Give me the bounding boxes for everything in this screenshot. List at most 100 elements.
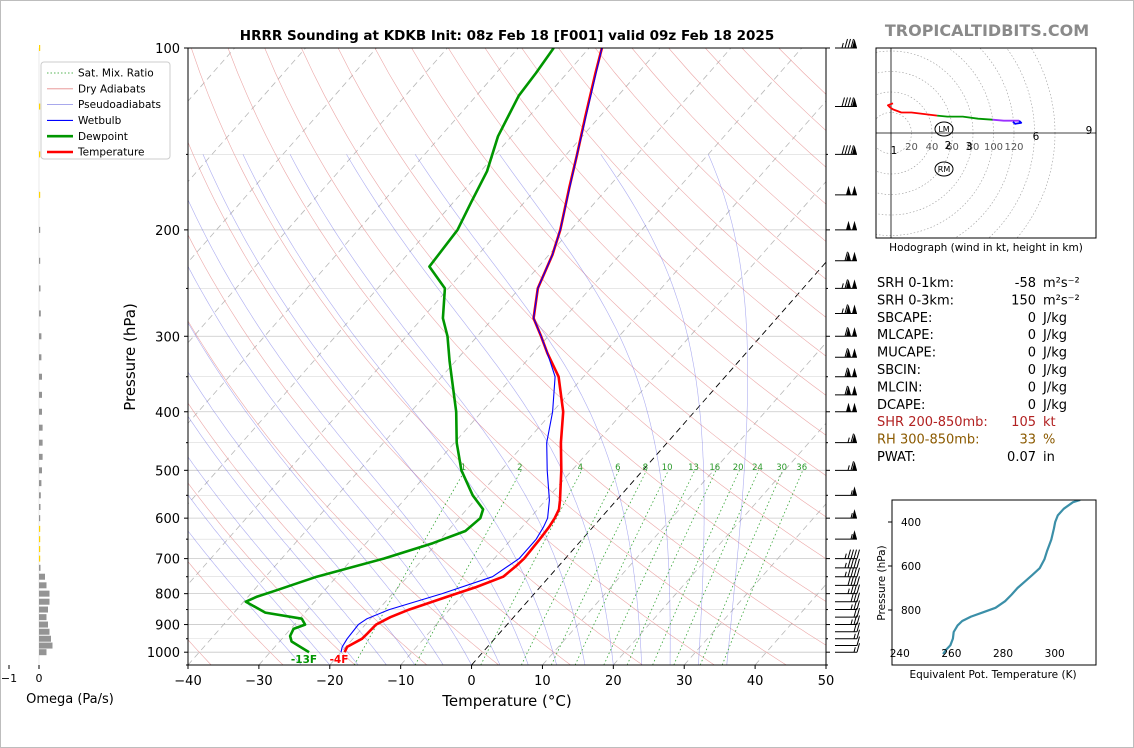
omega-bar	[39, 546, 41, 553]
pseudoadiabat	[202, 154, 529, 665]
barb-full	[850, 592, 854, 602]
barb-flag	[852, 145, 857, 155]
wind-barb	[835, 615, 860, 626]
y-tick-label: 500	[155, 464, 180, 479]
y-tick-label: 700	[155, 553, 180, 568]
wind-barb	[835, 558, 860, 569]
surface-labels: -13F -4F	[291, 654, 349, 666]
isotherm	[471, 261, 826, 665]
barb-full	[856, 567, 860, 577]
dewpoint-profile	[244, 48, 555, 654]
dry-adiabat	[374, 48, 826, 518]
x-tick-label: 40	[747, 674, 764, 689]
barb-full	[844, 145, 848, 155]
mixing-ratio-label: 16	[709, 463, 720, 473]
omega-bar	[39, 257, 41, 264]
barb-full	[850, 576, 854, 586]
theta-e-x-tick-label: 280	[993, 648, 1013, 660]
omega-bar	[39, 492, 41, 499]
omega-bar	[39, 391, 42, 398]
barb-full	[841, 97, 845, 107]
stat-label: RH 300-850mb:	[877, 433, 980, 448]
pseudoadiabat	[188, 265, 472, 665]
mixing-ratio-line	[574, 470, 669, 665]
hodograph-frame	[875, 47, 1097, 239]
stat-label: SHR 200-850mb:	[877, 415, 988, 430]
barb-full	[844, 348, 848, 358]
skewt-profiles	[244, 48, 604, 654]
barb-full	[844, 367, 848, 377]
legend-entry: Pseudoadiabats	[78, 99, 161, 111]
barb-full	[850, 433, 854, 443]
stat-unit: J/kg	[1042, 380, 1067, 395]
omega-tick-label: −1	[1, 672, 17, 685]
barb-full	[847, 549, 851, 559]
omega-bar	[39, 582, 47, 589]
barb-half	[850, 490, 853, 496]
storm-motion-marker	[934, 161, 954, 177]
watermark: TROPICALTIDBITS.COM	[885, 21, 1089, 40]
barb-flag	[846, 327, 851, 337]
surface-dewpoint-label: -13F	[291, 654, 317, 666]
wind-barb	[835, 592, 860, 603]
barb-full	[844, 38, 848, 49]
stat-label: SBCIN:	[877, 363, 921, 378]
barb-half	[841, 283, 844, 289]
barb-flag	[852, 367, 857, 377]
wind-barb	[835, 185, 857, 196]
mixing-ratio-line	[353, 470, 466, 665]
chart-title: HRRR Sounding at KDKB Init: 08z Feb 18 […	[240, 28, 774, 44]
barb-flag	[852, 97, 857, 107]
isotherm	[188, 48, 448, 344]
y-axis-label: Pressure (hPa)	[121, 303, 139, 411]
barb-full	[856, 629, 860, 639]
hodograph-height-label: 3	[966, 141, 973, 153]
omega-bar	[39, 642, 53, 649]
barb-full	[850, 549, 854, 559]
omega-axis-label: Omega (Pa/s)	[26, 692, 114, 707]
pseudoadiabat	[414, 154, 642, 665]
dry-adiabat	[411, 48, 826, 477]
hodograph-trace	[992, 118, 1020, 122]
barb-flag	[852, 304, 857, 314]
mixing-ratio-label: 24	[752, 463, 763, 473]
mixing-ratio-label: 4	[578, 463, 583, 473]
barb-half	[841, 42, 844, 49]
theta-e-x-tick-label: 260	[941, 648, 961, 660]
barb-half	[844, 553, 847, 559]
barb-full	[850, 38, 854, 49]
wind-barb	[835, 629, 860, 640]
barb-full	[856, 615, 860, 625]
omega-bar	[39, 573, 45, 580]
barb-full	[856, 608, 860, 618]
barb-flag	[846, 279, 851, 289]
wind-barb	[835, 327, 857, 337]
hodograph-plot: 20 40 60 80 100 120 1 2 3 6 9 LM RM	[876, 48, 1096, 238]
legend-entry: Dry Adiabats	[78, 83, 146, 95]
x-tick-label: −10	[387, 674, 414, 689]
omega-bar	[39, 598, 50, 605]
hodograph-height-label: 6	[1033, 131, 1040, 143]
barb-full	[847, 576, 851, 586]
barb-flag	[852, 461, 857, 471]
hodograph-height-label: 1	[891, 145, 898, 157]
omega-bar	[39, 628, 50, 635]
pseudoadiabat	[708, 154, 749, 665]
stat-value: 0.07	[1007, 450, 1036, 465]
barb-flag	[846, 220, 851, 230]
stat-unit: m²s⁻²	[1043, 276, 1080, 291]
barb-full	[853, 584, 857, 594]
x-tick-label: 30	[676, 674, 693, 689]
barb-full	[844, 97, 848, 107]
hodograph-ring-label: 20	[905, 142, 918, 153]
mixing-ratio-line	[673, 470, 760, 665]
barb-full	[850, 567, 854, 577]
wind-barb	[835, 643, 860, 653]
y-tick-label: 400	[155, 406, 180, 421]
barb-half	[847, 437, 850, 443]
pseudoadiabat	[242, 154, 557, 665]
y-tick-label: 100	[155, 42, 180, 57]
wetbulb-profile	[340, 48, 603, 653]
isotherm	[188, 48, 661, 586]
mixing-ratio-label: 2	[517, 463, 522, 473]
